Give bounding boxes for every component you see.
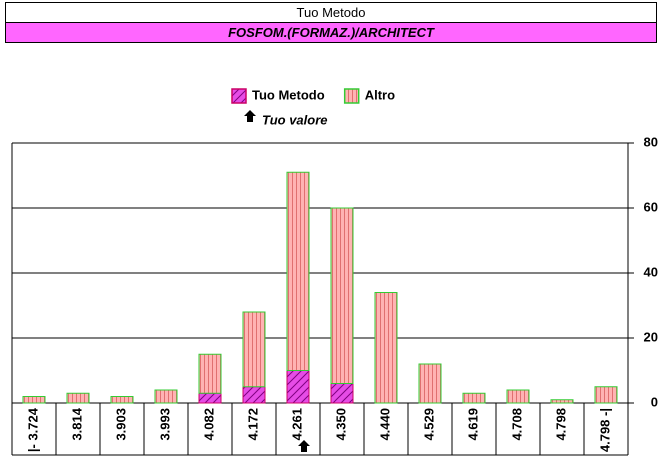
value-arrow bbox=[298, 440, 310, 452]
bar-segment bbox=[330, 383, 354, 404]
header-subtitle: FOSFOM.(FORMAZ.)/ARCHITECT bbox=[6, 22, 656, 42]
bar-segment bbox=[66, 392, 90, 404]
y-tick-label: 80 bbox=[644, 134, 658, 149]
bar-segment bbox=[198, 353, 222, 394]
bar-segment bbox=[462, 392, 486, 404]
x-tick-label: 3.903 bbox=[113, 408, 128, 441]
value-arrow bbox=[244, 110, 256, 122]
bar-segment bbox=[242, 311, 266, 388]
x-tick-label: |- 3.724 bbox=[25, 407, 40, 452]
bar-segment bbox=[286, 370, 310, 404]
legend-swatch bbox=[343, 88, 360, 104]
y-tick-label: 0 bbox=[651, 394, 658, 409]
y-tick-label: 20 bbox=[644, 329, 658, 344]
x-tick-label: 4.529 bbox=[421, 408, 436, 441]
x-tick-label: 3.814 bbox=[69, 407, 84, 440]
y-tick-label: 40 bbox=[644, 264, 658, 279]
bar-segment bbox=[330, 207, 354, 384]
x-tick-label: 4.350 bbox=[333, 408, 348, 441]
x-tick-label: 4.440 bbox=[377, 408, 392, 441]
bar-segment bbox=[374, 292, 398, 404]
bar-segment bbox=[286, 171, 310, 371]
x-tick-label: 4.619 bbox=[465, 408, 480, 441]
bar-segment bbox=[110, 396, 134, 404]
x-tick-label: 4.708 bbox=[509, 408, 524, 441]
bar-segment bbox=[506, 389, 530, 404]
header: Tuo Metodo FOSFOM.(FORMAZ.)/ARCHITECT bbox=[5, 2, 657, 43]
header-title: Tuo Metodo bbox=[296, 5, 366, 20]
bar-segment bbox=[594, 386, 618, 404]
x-tick-label: 4.082 bbox=[201, 408, 216, 441]
legend-swatch bbox=[231, 88, 247, 104]
x-tick-label: 4.261 bbox=[289, 408, 304, 441]
bar-segment bbox=[198, 392, 222, 404]
annotation: Tuo valore bbox=[262, 112, 328, 127]
x-tick-label: 4.172 bbox=[245, 408, 260, 441]
y-tick-label: 60 bbox=[644, 199, 658, 214]
bar-segment bbox=[154, 389, 178, 404]
bar-segment bbox=[550, 399, 574, 404]
bar-segment bbox=[22, 396, 46, 404]
legend-label: Tuo Metodo bbox=[252, 87, 325, 102]
legend-label: Altro bbox=[365, 87, 395, 102]
x-tick-label: 4.798 -| bbox=[597, 408, 612, 452]
x-tick-label: 3.993 bbox=[157, 408, 172, 441]
bar-segment bbox=[242, 386, 266, 404]
x-tick-label: 4.798 bbox=[553, 408, 568, 441]
bar-segment bbox=[418, 363, 442, 404]
